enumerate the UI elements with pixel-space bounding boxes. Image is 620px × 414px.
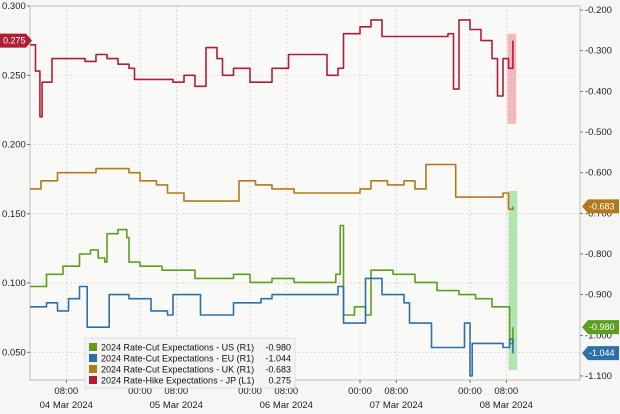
x-axis-tick-label: 00:00 — [348, 386, 372, 397]
legend-entry-value: -0.980 — [265, 343, 291, 353]
legend-entry-label: 2024 Rate-Cut Expectations - UK (R1) — [101, 365, 254, 375]
x-axis-tick-label: 00:00 — [238, 386, 262, 397]
value-tag-shape — [582, 346, 619, 361]
highlight-box-1 — [507, 33, 517, 124]
legend-swatch — [89, 343, 97, 351]
left-axis: 0.300 0.250 0.200 0.150 0.100 0.050 — [2, 1, 30, 358]
x-axis-date-label: 04 Mar 2024 — [40, 400, 93, 411]
right-axis-tick-label: -1.100 — [585, 371, 612, 382]
series-line-3 — [30, 163, 514, 211]
left-axis-tick-label: 0.300 — [2, 1, 26, 12]
series-line-1 — [30, 224, 514, 345]
left-axis-tick-label: 0.250 — [2, 70, 26, 81]
x-axis-tick-label: 08:00 — [274, 386, 298, 397]
left-axis-tick-label: 0.150 — [2, 209, 26, 220]
value-tag-2: -0.683 — [582, 199, 619, 214]
right-axis-tick-label: -0.900 — [585, 290, 612, 301]
x-axis-tick-label: 08:00 — [164, 386, 188, 397]
right-axis-tick-label: -1.000 — [585, 330, 612, 341]
right-axis-tick-label: -0.400 — [585, 86, 612, 97]
legend-box — [84, 337, 296, 389]
x-axis-date-label: 08 Mar 2024 — [480, 400, 533, 411]
legend: 2024 Rate-Cut Expectations - US (R1) -0.9… — [84, 337, 296, 389]
series-lines — [30, 19, 514, 377]
x-axis-tick-label: 00:00 — [458, 386, 482, 397]
right-axis-tick-label: -0.700 — [585, 208, 612, 219]
left-axis-tick-label: 0.200 — [2, 140, 26, 151]
legend-entry-value: -0.683 — [265, 365, 291, 375]
value-tag-1: 0.275 — [0, 33, 32, 48]
x-axis-date-label: 06 Mar 2024 — [260, 400, 313, 411]
x-axis-tick-label: 08:00 — [384, 386, 408, 397]
right-axis-tick-label: -0.800 — [585, 249, 612, 260]
legend-swatch — [89, 354, 97, 362]
x-axis-date-label: 05 Mar 2024 — [150, 400, 203, 411]
right-axis-tick-label: -0.600 — [585, 168, 612, 179]
right-axis: -0.200 -0.300 -0.400 -0.500 -0.600 -0.700 -0.8… — [580, 5, 612, 382]
x-axis: 08:00 00:00 08:00 00:00 08:00 00:00 08:00 00:00… — [40, 380, 533, 411]
value-tag-shape — [582, 199, 619, 214]
x-axis-tick-label: 00:00 — [128, 386, 152, 397]
x-axis-date-label: 07 Mar 2024 — [370, 400, 423, 411]
legend-swatch — [89, 365, 97, 373]
right-axis-tick-label: -0.200 — [585, 5, 612, 16]
legend-entry-label: 2024 Rate-Hike Expectations - JP (L1) — [101, 376, 254, 386]
value-tag-label: -1.044 — [589, 348, 615, 358]
value-tag-label: 0.275 — [3, 36, 26, 46]
value-tag-label: -0.980 — [589, 322, 615, 332]
left-axis-tick-label: 0.050 — [2, 347, 26, 358]
right-axis-tick-label: -0.300 — [585, 46, 612, 57]
highlight-box-2 — [508, 190, 518, 370]
legend-swatch — [89, 376, 97, 384]
value-tag-shape — [582, 320, 619, 335]
legend-entry-value: 0.275 — [268, 376, 291, 386]
x-axis-tick-label: 08:00 — [54, 386, 78, 397]
series-line-2 — [30, 277, 514, 377]
value-tag-4: -1.044 — [582, 346, 619, 361]
legend-entry-value: -1.044 — [265, 354, 291, 364]
legend-entry-label: 2024 Rate-Cut Expectations - US (R1) — [101, 343, 254, 353]
legend-entry-label: 2024 Rate-Cut Expectations - EU (R1) — [101, 354, 254, 364]
left-axis-tick-label: 0.100 — [2, 278, 26, 289]
value-tag-shape — [0, 33, 32, 48]
x-axis-tick-label: 08:00 — [494, 386, 518, 397]
series-line-4 — [30, 19, 514, 118]
value-tag-3: -0.980 — [582, 320, 619, 335]
value-tag-label: -0.683 — [589, 201, 615, 211]
right-axis-tick-label: -0.500 — [585, 127, 612, 138]
